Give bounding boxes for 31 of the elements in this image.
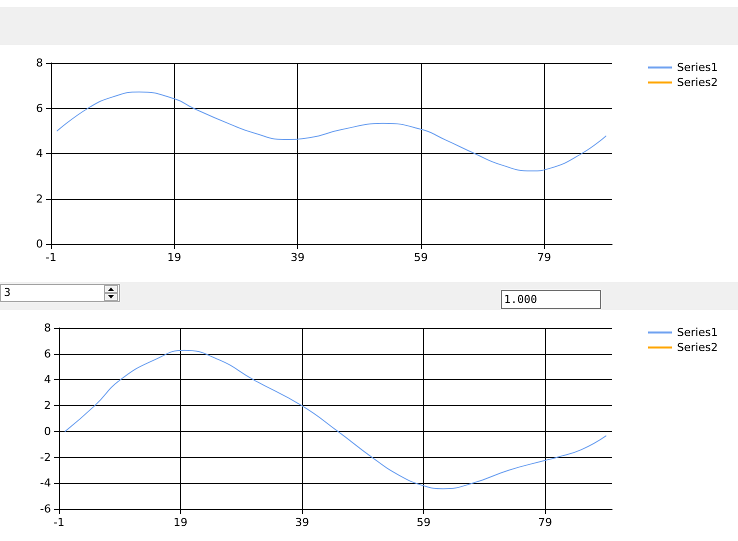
text-field: 1.000 <box>501 290 601 309</box>
line-series <box>64 350 606 490</box>
y-tick-label: 8 <box>36 56 43 70</box>
y-tick-label: -4 <box>40 476 51 490</box>
line-series <box>56 91 606 172</box>
x-tick-label: 79 <box>538 516 552 529</box>
legend-label: Series1 <box>677 326 718 339</box>
legend-label: Series2 <box>677 76 718 89</box>
y-tick-label: 6 <box>36 102 43 115</box>
x-tick-label: 59 <box>416 516 431 529</box>
y-tick-label: 0 <box>36 238 43 250</box>
y-tick-label: -2 <box>40 450 51 464</box>
x-tick-label: 79 <box>537 251 552 264</box>
y-tick-label: 4 <box>44 373 51 386</box>
x-tick-label: 19 <box>174 516 188 529</box>
y-tick-label: 0 <box>44 424 51 438</box>
y-tick-label: 4 <box>36 147 43 160</box>
y-tick-label: -6 <box>40 502 51 516</box>
x-tick-label: 39 <box>295 516 310 529</box>
x-tick-label: -1 <box>54 516 64 529</box>
spin-box: 3 <box>0 284 120 302</box>
x-tick-label: 19 <box>167 251 182 264</box>
x-tick-label: -1 <box>46 251 56 264</box>
y-tick-label: 2 <box>36 192 43 206</box>
y-tick-label: 6 <box>44 347 51 360</box>
legend-label: Series2 <box>677 341 718 354</box>
x-tick-label: 59 <box>414 251 428 264</box>
legend-label: Series1 <box>677 61 718 74</box>
y-tick-label: 2 <box>44 399 51 412</box>
y-tick-label: 8 <box>44 322 51 334</box>
x-tick-label: 39 <box>290 251 305 264</box>
